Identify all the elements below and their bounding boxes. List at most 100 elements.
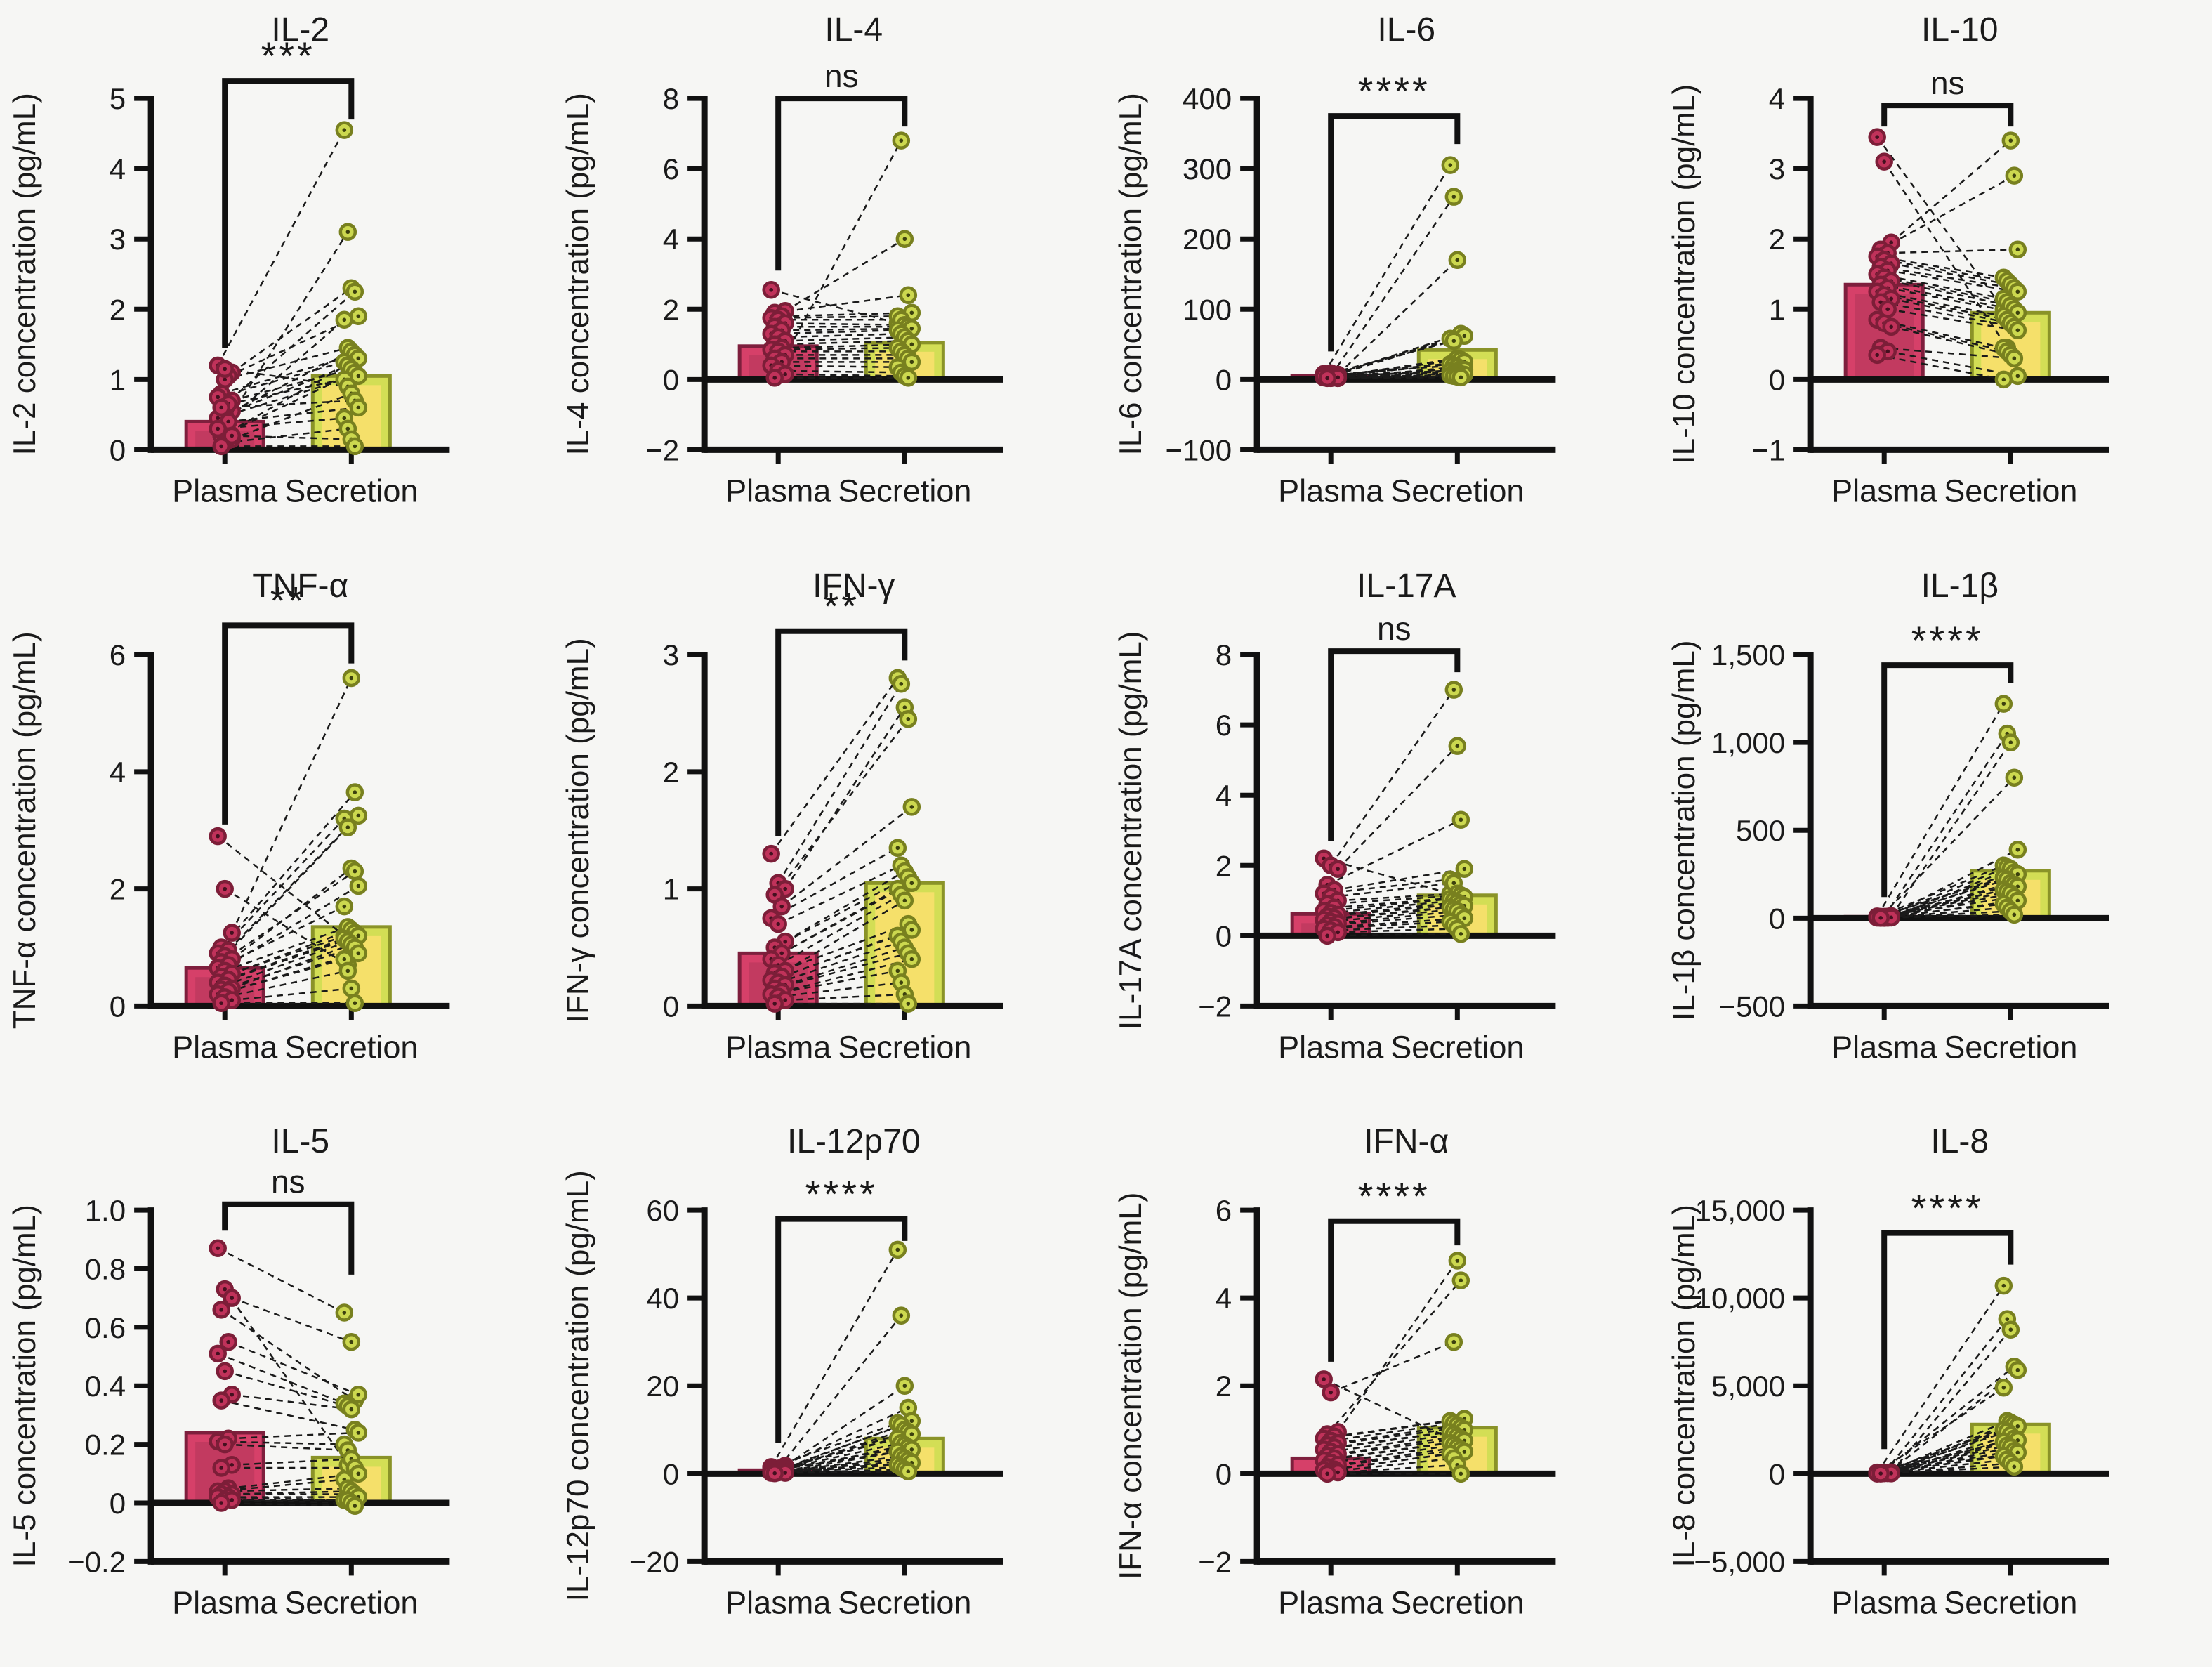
secretion-data-point-center [909,360,914,365]
secretion-data-point-center [2001,1386,2006,1390]
plasma-data-point-center [1882,159,1886,164]
plasma-data-point-center [779,904,784,908]
plasma-data-point-center [230,1296,234,1300]
secretion-data-point-center [2012,775,2016,780]
secretion-data-point-center [353,1001,357,1005]
secretion-data-point-center [899,681,903,685]
secretion-data-point-center [909,327,914,331]
secretion-data-point-center [1463,916,1467,920]
pair-line [785,707,904,888]
y-tick-label: 0 [1768,902,1784,935]
significance-bracket [1331,651,1457,841]
y-tick-label: −2 [645,433,679,466]
y-tick-label: −20 [628,1545,678,1578]
secretion-data-point-center [906,717,910,721]
secretion-data-point-center [357,406,361,410]
secretion-data-point-center [895,846,900,850]
secretion-data-point-center [353,869,357,873]
secretion-data-point-center [2015,1368,2020,1372]
y-tick-label: −5,000 [1694,1545,1785,1578]
plasma-data-point-center [1885,307,1890,311]
secretion-data-point-center [2015,1424,2020,1429]
y-tick-label: 200 [1183,223,1232,256]
y-tick-label: 2 [1216,849,1232,882]
secretion-data-point-center [909,957,914,961]
panel-title: IL-1β [1921,567,1998,605]
plasma-data-point-center [219,445,223,449]
significance-bracket [225,1204,351,1275]
y-tick-label: 0 [110,990,126,1023]
secretion-data-point-center [895,968,900,973]
x-category-label-plasma: Plasma [725,473,831,508]
secretion-data-point-center [2008,1327,2013,1332]
secretion-data-point-center [906,1469,910,1473]
y-tick-label: 100 [1183,293,1232,326]
y-axis-label: IL-6 concentration (pg/mL) [1114,93,1148,455]
y-tick-label: 0 [1216,919,1232,952]
secretion-data-point-center [343,416,347,421]
plasma-data-point-center [1878,916,1883,920]
secretion-data-point-center [353,445,357,449]
y-tick-label: 4 [1768,82,1784,115]
y-tick-label: 0.2 [85,1429,126,1462]
y-tick-label: 1,500 [1711,638,1784,671]
y-tick-label: 6 [110,638,126,671]
plasma-data-point-center [1336,376,1340,380]
secretion-data-point-center [2015,310,2020,315]
y-axis-label: IL-5 concentration (pg/mL) [8,1204,42,1567]
significance-bracket [225,625,351,825]
secretion-data-point-center [357,1472,361,1476]
y-axis-label: TNF-α concentration (pg/mL) [8,631,42,1029]
pair-line [1338,746,1457,869]
plasma-data-point-center [769,851,773,855]
y-tick-label: 10,000 [1694,1282,1785,1315]
x-category-label-plasma: Plasma [1831,1584,1937,1620]
plasma-data-point-center [1875,353,1879,357]
plasma-data-point-center [1875,135,1879,139]
secretion-data-point-center [357,374,361,379]
pair-line [1891,263,2010,284]
pair-line [1881,176,2014,249]
y-tick-label: 8 [1216,638,1232,671]
secretion-data-point-center [357,314,361,318]
panel-title: IL-2 [271,11,329,48]
y-tick-label: 4 [110,152,126,185]
secretion-data-point-center [906,1002,910,1006]
secretion-data-point-center [2001,1284,2006,1288]
y-tick-label: −1 [1751,433,1785,466]
plasma-data-point-center [783,1471,787,1475]
y-tick-label: 0 [110,1487,126,1520]
plasma-data-point-center [1325,933,1329,938]
secretion-data-point-center [2001,378,2006,382]
y-tick-label: 3 [1768,152,1784,185]
panel-title: IL-17A [1357,567,1456,605]
pair-line [1891,140,2010,242]
panel-title: IL-6 [1377,11,1435,48]
x-category-label-secretion: Secretion [838,1029,971,1065]
secretion-data-point-center [343,957,347,961]
x-category-label-secretion: Secretion [838,473,971,508]
y-axis-label: IL-12p70 concentration (pg/mL) [561,1170,595,1601]
y-axis-label: IL-10 concentration (pg/mL) [1667,84,1701,464]
pair-line [1327,1280,1461,1434]
secretion-data-point-center [909,881,914,885]
panel-title: IL-5 [271,1123,329,1160]
plasma-data-point-center [230,1498,234,1502]
y-tick-label: 4 [662,223,678,256]
secretion-data-point-center [1452,1340,1456,1344]
secretion-data-point-center [350,1407,354,1412]
secretion-data-point-center [906,293,910,297]
pair-line [221,1400,355,1430]
plasma-data-point-center [1325,1472,1329,1476]
plasma-data-point-center [769,288,773,292]
y-tick-label: −2 [1198,990,1232,1023]
